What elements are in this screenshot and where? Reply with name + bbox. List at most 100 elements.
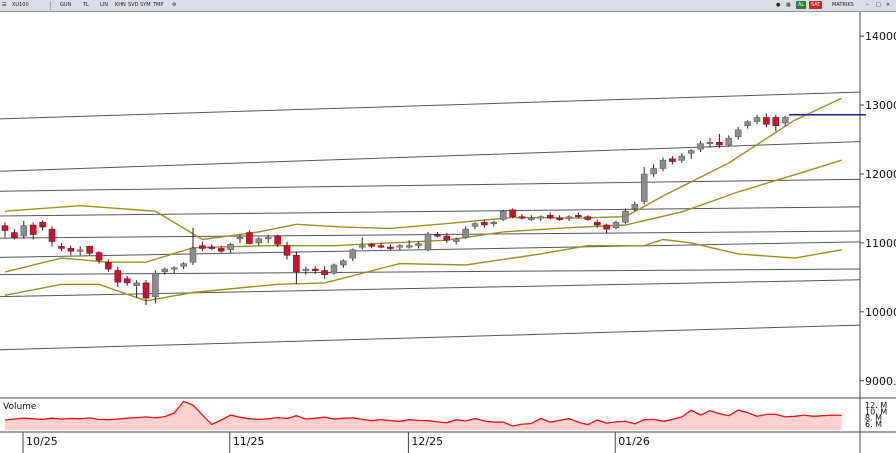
candle[interactable]	[669, 158, 676, 162]
candle[interactable]	[142, 282, 150, 299]
symbol-label[interactable]: XU100	[12, 2, 29, 8]
candle[interactable]	[697, 143, 704, 150]
candle[interactable]	[67, 248, 75, 252]
candle[interactable]	[377, 245, 385, 248]
candle[interactable]	[180, 263, 187, 267]
candle[interactable]	[76, 249, 84, 252]
toolbar-button-svd[interactable]: SVD	[128, 2, 139, 8]
candle[interactable]	[725, 137, 733, 146]
candle[interactable]	[556, 217, 563, 220]
candle[interactable]	[199, 245, 206, 249]
candle[interactable]	[706, 142, 714, 145]
candle[interactable]	[415, 243, 422, 246]
candle[interactable]	[189, 248, 197, 263]
candle[interactable]	[462, 228, 469, 238]
candle[interactable]	[528, 217, 535, 220]
candle[interactable]	[640, 173, 648, 202]
candle[interactable]	[236, 237, 244, 240]
candle[interactable]	[274, 235, 281, 245]
candle[interactable]	[123, 278, 131, 284]
pin-icon[interactable]: ●	[776, 2, 781, 8]
candle[interactable]	[217, 248, 225, 252]
candle[interactable]	[471, 223, 479, 227]
price-chart[interactable]: 14000 13000 12000 11000 10000 9000. Volume 12…	[0, 12, 896, 453]
candle[interactable]	[678, 155, 686, 161]
candle[interactable]	[734, 129, 742, 138]
minimize-icon[interactable]: –	[866, 2, 869, 8]
candle[interactable]	[405, 245, 413, 248]
candle[interactable]	[537, 216, 545, 219]
candle[interactable]	[39, 221, 46, 228]
candle[interactable]	[95, 252, 103, 261]
candle[interactable]	[763, 117, 770, 125]
candle[interactable]	[753, 117, 761, 122]
candle[interactable]	[114, 270, 122, 283]
candle[interactable]	[133, 282, 140, 286]
candle[interactable]	[546, 215, 554, 219]
close-icon[interactable]: ✕	[886, 2, 891, 8]
menu-icon[interactable]: ☰	[2, 2, 7, 8]
candle[interactable]	[246, 232, 253, 244]
candle[interactable]	[781, 117, 789, 124]
candle[interactable]	[311, 268, 319, 271]
candle[interactable]	[340, 260, 347, 266]
candle[interactable]	[518, 216, 526, 219]
candle[interactable]	[227, 244, 234, 251]
candle[interactable]	[161, 268, 169, 273]
candle[interactable]	[650, 168, 657, 175]
candle[interactable]	[293, 255, 300, 273]
candle[interactable]	[631, 204, 639, 209]
candle[interactable]	[255, 238, 263, 244]
grid-icon[interactable]: ▦	[786, 2, 791, 8]
candle[interactable]	[716, 142, 723, 146]
candle[interactable]	[584, 216, 592, 220]
candle[interactable]	[622, 210, 629, 223]
sell-badge[interactable]: SAT	[809, 1, 823, 9]
candle[interactable]	[302, 268, 310, 271]
candle[interactable]	[86, 246, 93, 254]
candle[interactable]	[330, 264, 338, 274]
candle[interactable]	[434, 234, 441, 237]
candle[interactable]	[349, 249, 357, 259]
candle[interactable]	[659, 159, 667, 169]
candle[interactable]	[575, 215, 582, 218]
toolbar-button-tl[interactable]: TL	[83, 2, 89, 8]
candle[interactable]	[481, 221, 488, 226]
candle[interactable]	[387, 246, 394, 249]
candle[interactable]	[509, 209, 516, 217]
candle[interactable]	[152, 272, 159, 297]
candle[interactable]	[490, 221, 498, 224]
candle[interactable]	[368, 244, 375, 247]
candle[interactable]	[48, 228, 56, 242]
candle[interactable]	[687, 150, 695, 154]
candle[interactable]	[565, 216, 573, 219]
candle[interactable]	[58, 246, 65, 249]
buy-badge[interactable]: AL	[796, 1, 807, 9]
candle[interactable]	[11, 232, 18, 238]
candle[interactable]	[499, 210, 507, 220]
toolbar-button-sym[interactable]: SYM	[140, 2, 151, 8]
candle[interactable]	[452, 238, 460, 242]
candle[interactable]	[321, 270, 328, 275]
candle[interactable]	[396, 245, 404, 248]
candle[interactable]	[283, 245, 291, 256]
candle[interactable]	[612, 221, 620, 228]
candle[interactable]	[603, 224, 610, 230]
candle[interactable]	[20, 225, 28, 237]
candle[interactable]	[105, 261, 112, 270]
toolbar-button-lin[interactable]: LIN	[100, 2, 109, 8]
candle[interactable]	[170, 267, 178, 270]
candle[interactable]	[29, 224, 37, 235]
toolbar-button-tmp[interactable]: TMP	[153, 2, 164, 8]
toolbar-button-gun[interactable]: GUN	[60, 2, 72, 8]
candle[interactable]	[358, 245, 366, 248]
settings-icon[interactable]: ⚙	[172, 2, 177, 8]
candle[interactable]	[208, 246, 216, 249]
candle[interactable]	[772, 117, 780, 126]
candle[interactable]	[593, 221, 601, 226]
candle[interactable]	[443, 235, 451, 241]
candle[interactable]	[1, 225, 9, 231]
candle[interactable]	[264, 237, 272, 240]
candle[interactable]	[424, 233, 432, 251]
toolbar-button-khn[interactable]: KHN	[115, 2, 126, 8]
